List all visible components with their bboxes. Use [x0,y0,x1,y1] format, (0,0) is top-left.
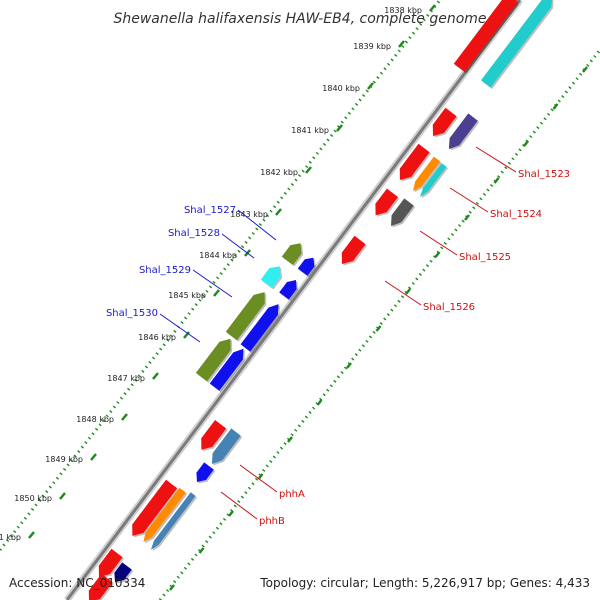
label-shal-1525[interactable]: Shal_1525 [459,252,511,263]
label-shal-1530[interactable]: Shal_1530 [106,308,158,319]
gene-red-bottom-b[interactable] [88,573,115,600]
gene-red-1526[interactable] [341,235,368,266]
label-shal-1523[interactable]: Shal_1523 [518,169,570,180]
gene-red-1524[interactable] [399,143,432,182]
label-leader-line [419,230,458,256]
gene-blue-1527[interactable] [297,257,316,278]
gene-red-top[interactable] [453,0,519,74]
tick-mark [367,82,374,90]
gene-olive-1530[interactable] [195,338,233,383]
gene-steel-phha[interactable] [211,428,243,466]
tick-label: 1841 kbp [291,126,329,135]
tick-mark [213,289,220,297]
label-shal-1529[interactable]: Shal_1529 [139,265,191,276]
label-phha[interactable]: phhA [279,489,305,500]
gene-red-1525[interactable] [375,188,400,217]
tick-label: 1843 kbp [230,210,268,219]
gene-red-bottom[interactable] [98,548,125,579]
gene-features [88,0,554,600]
label-phhb[interactable]: phhB [259,516,285,527]
tick-mark [152,372,159,380]
tick-label: 1838 kbp [384,6,422,15]
gene-olive-1527[interactable] [281,243,304,267]
label-shal-1528[interactable]: Shal_1528 [168,228,220,239]
gene-navy-bottom[interactable] [114,562,134,584]
tick-label: 1851 kbp [0,533,21,542]
minor-tick-mark [257,473,264,480]
tick-label: 1847 kbp [107,374,145,383]
tick-mark [59,492,66,500]
gene-blue-phha[interactable] [196,462,216,484]
tick-label: 1849 kbp [45,455,83,464]
minor-tick-mark [523,140,529,147]
tick-label: 1848 kbp [76,415,114,424]
tick-label: 1850 kbp [14,494,52,503]
label-shal-1526[interactable]: Shal_1526 [423,302,475,313]
tick-label: 1839 kbp [353,42,391,51]
gene-steel-phhb[interactable] [150,492,197,552]
gene-olive-1529[interactable] [225,292,267,342]
genome-summary: Topology: circular; Length: 5,226,917 bp… [259,576,590,590]
tick-mark [398,40,405,48]
tick-mark [28,531,35,539]
tick-mark [305,166,312,174]
minor-tick-mark [464,214,470,221]
inner-tick-ring [158,49,600,600]
gene-orange-1524[interactable] [412,156,442,193]
minor-tick-mark [228,510,234,517]
label-leader-line [221,233,255,259]
label-shal-1527[interactable]: Shal_1527 [184,205,236,216]
label-leader-line [384,280,422,306]
label-leader-line [220,491,258,520]
tick-mark [90,453,97,461]
minor-tick-mark [316,399,323,406]
gene-cyan-top[interactable] [481,0,554,89]
genome-title: Shewanella halifaxensis HAW-EB4, complet… [113,11,486,27]
outer-tick-ring [0,0,442,551]
tick-mark [336,124,343,132]
gene-cyan-1524[interactable] [419,163,448,199]
gene-blue-1529[interactable] [240,304,281,354]
minor-tick-mark [405,288,411,295]
gene-aqua-1528[interactable] [260,266,283,290]
minor-tick-mark [493,177,500,184]
tick-label: 1842 kbp [260,168,298,177]
kbp-ticks: 1838 kbp 1839 kbp 1840 kbp 1841 kbp 1842 kbp… [0,4,588,591]
label-shal-1524[interactable]: Shal_1524 [490,209,542,220]
minor-tick-mark [198,547,205,554]
label-leader-line [449,187,489,213]
tick-mark [429,4,436,12]
tick-mark [121,413,128,421]
minor-tick-mark [552,103,559,110]
tick-label: 1845 kbp [168,291,206,300]
tick-mark [275,208,282,216]
gene-blue-1528[interactable] [279,280,299,302]
label-leader-line [192,269,233,298]
minor-tick-mark [287,436,293,443]
gene-red-1523a[interactable] [432,107,459,138]
label-leader-line [237,209,277,241]
minor-tick-mark [169,584,175,591]
backbone [64,0,523,600]
label-leader-line [159,313,201,343]
tick-mark [183,331,190,339]
gene-gray-1525[interactable] [391,198,416,228]
gene-orange-phhb[interactable] [143,487,188,544]
minor-tick-mark [582,66,588,73]
label-leader-line [239,464,278,493]
tick-label: 1844 kbp [199,251,237,260]
gene-blue-1530[interactable] [209,348,245,393]
gene-red-phha-a[interactable] [201,420,228,452]
accession: Accession: NC_010334 [9,576,145,590]
label-leader-line [475,146,517,173]
minor-tick-mark [375,325,382,332]
gene-purple-1523[interactable] [448,113,480,151]
gene-red-phhb[interactable] [132,479,179,538]
minor-tick-mark [434,251,441,258]
tick-label: 1840 kbp [322,84,360,93]
label-leaders [159,146,517,520]
minor-tick-mark [346,362,352,369]
tick-label: 1846 kbp [138,333,176,342]
